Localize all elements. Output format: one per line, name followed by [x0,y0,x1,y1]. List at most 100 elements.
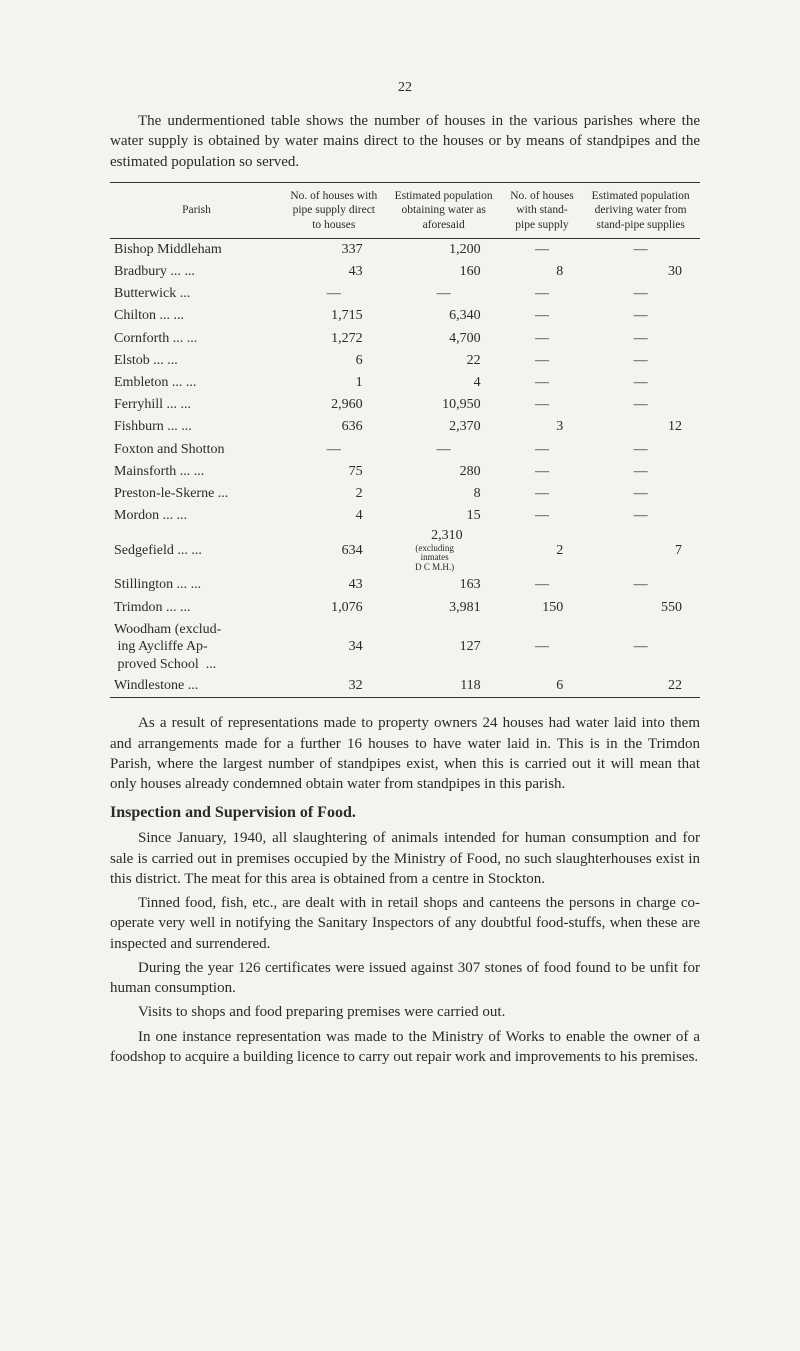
cell-value: — [581,483,700,505]
cell-value: — [503,505,582,527]
cell-parish: Fishburn ... ... [110,416,283,438]
cell-value: 6,340 [385,305,503,327]
cell-parish: Butterwick ... [110,283,283,305]
cell-value: 8 [385,483,503,505]
table-row: Embleton ... ...14—— [110,372,700,394]
cell-parish: Preston-le-Skerne ... [110,483,283,505]
body-paragraph: Since January, 1940, all slaughtering of… [110,828,700,889]
cell-value: 550 [581,597,700,619]
cell-value: 34 [283,619,385,676]
cell-value: — [581,283,700,305]
cell-value: — [581,305,700,327]
table-row: Bradbury ... ...43160830 [110,261,700,283]
cell-value: — [283,439,385,461]
cell-value: 2 [283,483,385,505]
cell-value: — [581,394,700,416]
cell-value: 1 [283,372,385,394]
cell-parish: Embleton ... ... [110,372,283,394]
cell-value: 30 [581,261,700,283]
cell-value: 43 [283,261,385,283]
cell-parish: Mordon ... ... [110,505,283,527]
page-number: 22 [110,80,700,96]
cell-value: 2 [503,527,582,574]
cell-value: — [581,461,700,483]
cell-value: 43 [283,574,385,596]
table-row: Trimdon ... ...1,0763,981150550 [110,597,700,619]
table-row: Butterwick ...———— [110,283,700,305]
body-paragraphs: Since January, 1940, all slaughtering of… [110,828,700,1067]
cell-parish: Woodham (exclud- ing Aycliffe Ap- proved… [110,619,283,676]
cell-value: 4 [385,372,503,394]
water-supply-table: Parish No. of houses with pipe supply di… [110,182,700,700]
table-header: Parish No. of houses with pipe supply di… [110,182,700,238]
cell-value: — [503,372,582,394]
cell-value: — [385,439,503,461]
cell-value: 4 [283,505,385,527]
cell-value: — [283,283,385,305]
table-row: Foxton and Shotton———— [110,439,700,461]
cell-value: — [503,328,582,350]
cell-value: 8 [503,261,582,283]
cell-value: — [503,238,582,261]
cell-value: — [503,394,582,416]
col-houses-stand: No. of houses with stand-pipe supply [503,182,582,238]
cell-value: — [385,283,503,305]
cell-value: 127 [385,619,503,676]
cell-value: 1,272 [283,328,385,350]
table-row: Chilton ... ...1,7156,340—— [110,305,700,327]
cell-value: 1,076 [283,597,385,619]
table-body: Bishop Middleham3371,200——Bradbury ... .… [110,238,700,699]
scanned-page: 22 The undermentioned table shows the nu… [0,0,800,1351]
table-row: Mordon ... ...415—— [110,505,700,527]
body-paragraph: In one instance representation was made … [110,1027,700,1068]
body-paragraph: Visits to shops and food preparing premi… [110,1002,700,1022]
cell-value: 10,950 [385,394,503,416]
col-pop-pipe: Estimated population obtaining water as … [385,182,503,238]
cell-parish: Trimdon ... ... [110,597,283,619]
cell-value: 1,200 [385,238,503,261]
cell-value: 160 [385,261,503,283]
cell-parish: Foxton and Shotton [110,439,283,461]
section-heading: Inspection and Supervision of Food. [110,804,700,822]
table-row: Ferryhill ... ...2,96010,950—— [110,394,700,416]
cell-value: 2,960 [283,394,385,416]
cell-parish: Stillington ... ... [110,574,283,596]
table-row: Sedgefield ... ...6342,310(excludinginma… [110,527,700,574]
col-parish: Parish [110,182,283,238]
cell-value: 6 [283,350,385,372]
cell-value: — [581,619,700,676]
table-row: Preston-le-Skerne ...28—— [110,483,700,505]
cell-value: 22 [581,675,700,698]
cell-value: — [581,439,700,461]
cell-value: 15 [385,505,503,527]
cell-parish: Chilton ... ... [110,305,283,327]
cell-parish: Bishop Middleham [110,238,283,261]
cell-value: 7 [581,527,700,574]
cell-value: 2,310(excludinginmatesD C M.H.) [385,527,503,574]
table-row: Cornforth ... ...1,2724,700—— [110,328,700,350]
cell-parish: Bradbury ... ... [110,261,283,283]
cell-value: — [503,461,582,483]
cell-value: 337 [283,238,385,261]
cell-value: 12 [581,416,700,438]
cell-value: — [581,574,700,596]
cell-value: — [581,238,700,261]
cell-value: — [581,372,700,394]
cell-value: 150 [503,597,582,619]
table-row: Bishop Middleham3371,200—— [110,238,700,261]
cell-value: 22 [385,350,503,372]
cell-value: — [503,283,582,305]
cell-value: 118 [385,675,503,698]
after-table-paragraph: As a result of representations made to p… [110,713,700,794]
cell-value: 3,981 [385,597,503,619]
col-pop-stand: Estimated population deriving water from… [581,182,700,238]
table-row: Windlestone ...32118622 [110,675,700,698]
col-houses-pipe: No. of houses with pipe supply direct to… [283,182,385,238]
table-row: Mainsforth ... ...75280—— [110,461,700,483]
cell-value: 4,700 [385,328,503,350]
cell-value: 32 [283,675,385,698]
cell-parish: Windlestone ... [110,675,283,698]
cell-value: — [503,619,582,676]
cell-parish: Mainsforth ... ... [110,461,283,483]
cell-value: — [581,350,700,372]
